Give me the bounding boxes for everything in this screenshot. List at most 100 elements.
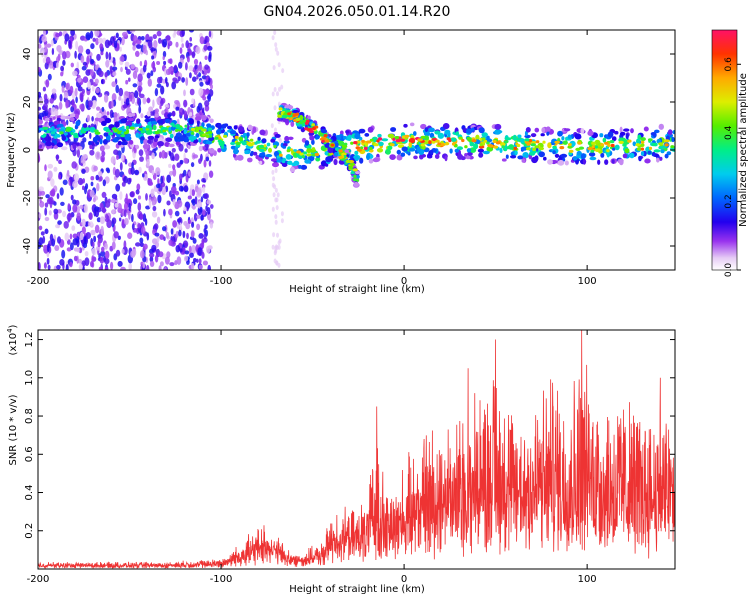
- spectrogram-band-peak: [399, 138, 406, 142]
- spectrogram-band-peak: [559, 146, 565, 150]
- spectrogram-noise-blob: [77, 177, 84, 186]
- spectrogram-noise-blob: [191, 221, 195, 228]
- spectrogram-noise-blob: [132, 45, 136, 51]
- spectrogram-noise-blob: [152, 66, 157, 73]
- spectrogram-band-cell: [283, 140, 290, 144]
- spectrogram-noise-blob: [95, 151, 101, 160]
- spectrogram-band-peak: [295, 117, 301, 121]
- spectrogram-noise-blob: [101, 246, 105, 252]
- spectrogram-band-cell: [112, 138, 119, 143]
- spectrogram-noise-blob: [72, 181, 78, 188]
- spectrogram-noise-blob: [45, 79, 50, 88]
- spectrogram-noise-blob: [131, 213, 134, 223]
- spectrogram-noise-blob: [202, 209, 206, 216]
- spectrogram-noise-blob: [115, 183, 121, 192]
- spectrogram-noise-blob: [277, 244, 281, 250]
- spectrogram-band-cell: [154, 135, 160, 139]
- spectrogram-noise-blob: [175, 106, 180, 111]
- spectrogram-band-peak: [493, 145, 499, 149]
- spectrogram-noise-blob: [175, 41, 179, 48]
- spectrogram-noise-blob: [111, 241, 116, 250]
- spectrogram-noise-blob: [62, 179, 68, 186]
- spectrogram-band-cell: [509, 155, 517, 159]
- spectrogram-noise-blob: [41, 35, 47, 43]
- spectrogram-band-cell: [241, 141, 248, 146]
- spectrogram-noise-blob: [101, 150, 106, 157]
- spectrogram-noise-blob: [104, 39, 110, 49]
- spectrogram-noise-blob: [91, 255, 95, 264]
- spectrogram-noise-blob: [92, 85, 95, 92]
- spectrogram-band-cell: [134, 122, 142, 127]
- spectrogram-band-peak: [663, 139, 670, 143]
- spectrogram-band-cell: [45, 140, 52, 147]
- spectrogram-noise-blob: [189, 252, 194, 258]
- spectrogram-noise-blob: [174, 64, 178, 71]
- snr-y-label: SNR (10 * v/v): [8, 394, 19, 465]
- spectrogram-noise-blob: [46, 243, 50, 253]
- spectrogram-band-cell: [499, 147, 503, 153]
- spectrogram-noise-blob: [209, 118, 214, 124]
- spectrogram-noise-blob: [59, 259, 65, 266]
- spectrogram-band-cell: [416, 146, 421, 153]
- spectrogram-band-cell: [325, 156, 332, 163]
- spectrogram-band-cell: [168, 143, 175, 148]
- spectrogram-noise-blob: [70, 62, 75, 68]
- spectrogram-noise-blob: [92, 100, 97, 108]
- spectrogram-band-cell: [195, 133, 200, 138]
- spectrogram-band-cell: [205, 140, 213, 145]
- spectrogram-noise-blob: [79, 204, 84, 210]
- spectrogram-noise-blob: [271, 206, 275, 212]
- spectrogram-noise-blob: [189, 112, 193, 117]
- spectrogram-noise-blob: [72, 199, 77, 205]
- spectrogram-band-cell: [359, 157, 364, 164]
- spectrogram-band-cell: [104, 117, 112, 124]
- spectrogram-band-cell: [247, 157, 253, 163]
- spectrogram-noise-blob: [68, 138, 71, 146]
- spectrogram-band-cell: [504, 137, 512, 141]
- spectrogram-noise-blob: [272, 65, 276, 71]
- snr-y-tick-label: 0.4: [24, 485, 35, 501]
- spectrogram-band-cell: [298, 164, 302, 169]
- spectrogram-noise-blob: [183, 99, 188, 108]
- spectrogram-noise-blob: [201, 251, 205, 259]
- spectrogram-noise-blob: [174, 153, 180, 161]
- spectrogram-noise-blob: [159, 104, 162, 110]
- spectrogram-noise-blob: [142, 64, 147, 73]
- spectrogram-noise-blob: [81, 88, 85, 94]
- spectrogram-noise-blob: [165, 35, 171, 41]
- spectrogram-noise-blob: [186, 56, 190, 63]
- spectrogram-band-cell: [529, 151, 536, 156]
- spectrogram-band-cell: [216, 129, 222, 135]
- spectrogram-noise-blob: [207, 93, 211, 102]
- spectrogram-noise-blob: [156, 183, 161, 189]
- spectrogram-noise-blob: [78, 247, 83, 254]
- spectrogram-band-peak: [209, 134, 213, 138]
- spectrogram-noise-blob: [54, 245, 60, 251]
- spectrogram-band-peak: [648, 146, 653, 150]
- spectrogram-noise-blob: [69, 85, 74, 94]
- spectrogram-band-cell: [61, 135, 67, 141]
- spectrogram-band-cell: [656, 157, 660, 163]
- spectrogram-band-cell: [552, 150, 556, 155]
- spectrogram-band-cell: [265, 154, 273, 158]
- spectrogram-noise-blob: [276, 192, 280, 198]
- spectrogram-noise-blob: [202, 260, 208, 266]
- spectrogram-noise-blob: [70, 242, 74, 251]
- colorbar-tick-label: 0.0: [724, 263, 734, 278]
- spectrogram-band-peak: [43, 129, 47, 133]
- spectrogram-band-peak: [42, 126, 49, 130]
- spectrogram-noise-blob: [82, 76, 89, 83]
- spectrogram-band-cell: [602, 137, 607, 143]
- spectrogram-band-cell: [233, 153, 236, 158]
- spectrogram-noise-blob: [168, 163, 172, 168]
- spectrogram-band-cell: [89, 144, 93, 149]
- spectrogram-noise-blob: [208, 170, 214, 178]
- spectrogram-band-cell: [150, 120, 158, 125]
- spectrogram-noise-blob: [152, 34, 157, 40]
- spectrogram-noise-blob: [168, 66, 171, 75]
- spectrogram-band-cell: [227, 125, 232, 130]
- spectrogram-noise-blob: [280, 218, 284, 224]
- spectrogram-band-cell: [201, 122, 205, 128]
- spectrogram-band-peak: [299, 152, 304, 156]
- spectrogram-band-cell: [229, 130, 237, 135]
